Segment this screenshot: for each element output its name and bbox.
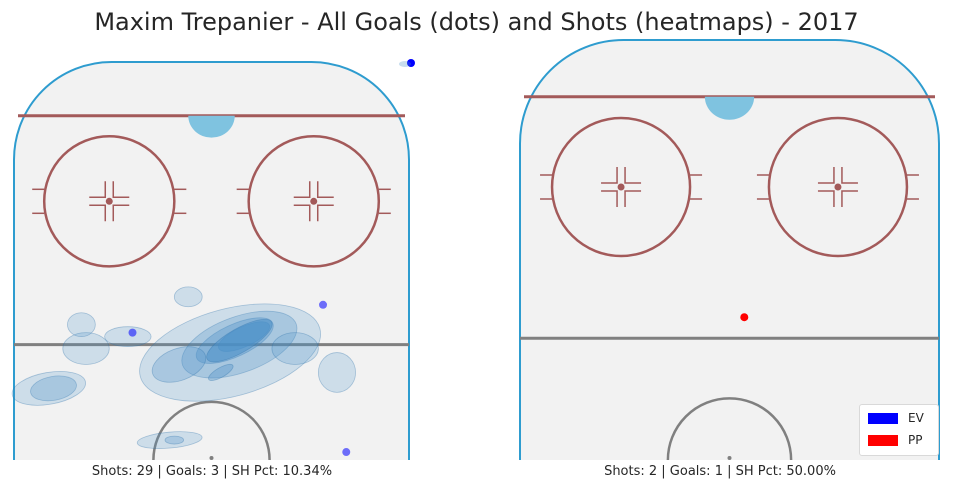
goal-dot	[740, 313, 749, 322]
faceoff-hash	[293, 181, 311, 199]
faceoff-hash	[841, 190, 858, 207]
outlier-goal-dot	[407, 59, 415, 67]
faceoff-hash	[624, 190, 642, 207]
rink-1	[519, 39, 940, 461]
rink-ice	[14, 62, 409, 460]
heat-zone	[30, 375, 77, 402]
legend-label-pp: PP	[908, 433, 923, 447]
faceoff-hash	[817, 167, 835, 184]
goal-dot	[128, 328, 137, 337]
faceoff-hash	[624, 167, 642, 184]
faceoff-hash	[601, 167, 618, 184]
center-dot	[727, 456, 732, 460]
faceoff-dot	[834, 183, 842, 191]
legend-swatch-ev	[868, 412, 898, 424]
faceoff-circle	[247, 134, 381, 268]
faceoff-hash	[89, 181, 107, 199]
faceoff-dot	[310, 197, 318, 205]
heat-zone	[151, 346, 207, 383]
heat-zone	[11, 371, 86, 406]
center-dot	[209, 456, 214, 460]
faceoff-hash	[316, 204, 334, 222]
heat-zone	[208, 363, 234, 381]
legend-label-ev: EV	[908, 411, 924, 425]
heat-zone	[104, 326, 152, 347]
rink-0	[11, 61, 410, 461]
faceoff-hash	[89, 204, 107, 222]
faceoff-circle	[767, 116, 909, 258]
right-panel-caption: Shots: 2 | Goals: 1 | SH Pct: 50.00%	[604, 464, 836, 479]
goal-crease	[188, 115, 235, 138]
goal-dot	[319, 300, 328, 309]
faceoff-circle	[550, 116, 692, 258]
faceoff-hash	[112, 181, 130, 199]
heat-zone	[271, 332, 319, 365]
legend-swatch-pp	[868, 434, 898, 446]
faceoff-dot	[617, 183, 625, 191]
faceoff-hash	[817, 190, 835, 207]
heat-zone	[317, 352, 356, 393]
faceoff-hash	[841, 167, 858, 184]
faceoff-hash	[112, 204, 130, 222]
faceoff-hash	[293, 204, 311, 222]
legend: EV PP	[859, 404, 939, 456]
outlier-heat	[399, 61, 411, 67]
goal-crease	[704, 96, 755, 120]
center-circle	[666, 397, 793, 461]
faceoff-dot	[105, 197, 113, 205]
left-panel-caption: Shots: 29 | Goals: 3 | SH Pct: 10.34%	[91, 464, 333, 479]
chart-title: Maxim Trepanier - All Goals (dots) and S…	[94, 8, 859, 36]
heat-zone	[206, 318, 273, 363]
heat-zone	[67, 312, 96, 338]
heat-zone	[164, 435, 185, 445]
heat-zone	[173, 286, 203, 308]
faceoff-hash	[316, 181, 334, 199]
legend-item-ev: EV	[868, 410, 924, 426]
heat-zone	[136, 431, 203, 449]
goal-dot	[342, 448, 351, 457]
rink-ice	[520, 40, 939, 460]
heat-zone	[62, 332, 110, 365]
faceoff-hash	[601, 190, 618, 207]
center-circle	[152, 400, 271, 461]
legend-item-pp: PP	[868, 432, 922, 448]
faceoff-circle	[42, 134, 176, 268]
